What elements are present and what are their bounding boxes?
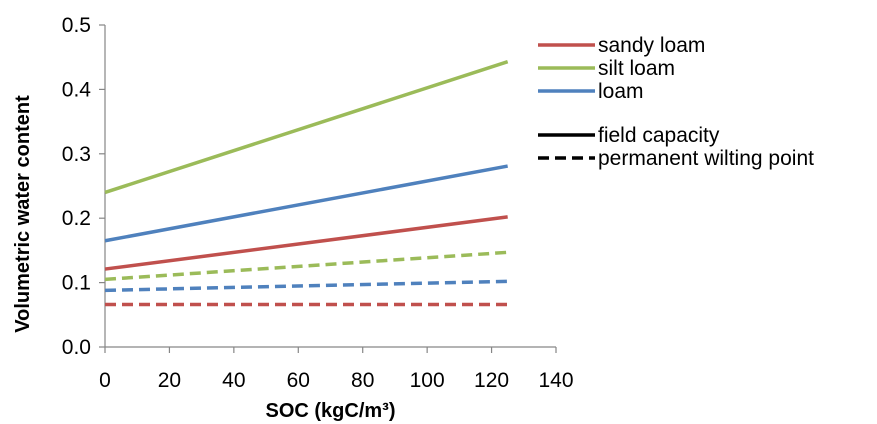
y-axis-title: Volumetric water content	[12, 95, 34, 333]
x-tick-label: 140	[538, 369, 573, 392]
x-axis-title: SOC (kgC/m³)	[266, 400, 396, 422]
x-tick-label: 20	[158, 369, 181, 392]
x-tick-label: 0	[99, 369, 111, 392]
y-tick-label: 0.4	[62, 78, 92, 101]
x-tick-label: 100	[410, 369, 445, 392]
series-group	[104, 60, 509, 307]
legend-style-label-0: field capacity	[598, 124, 720, 147]
legend-label-1: silt loam	[598, 57, 675, 80]
series-line-4	[104, 250, 508, 282]
legend-style-label-1: permanent wilting point	[598, 147, 814, 170]
y-tick-label: 0.2	[62, 207, 91, 230]
series-line-5	[104, 279, 508, 293]
y-tick-label: 0.3	[62, 143, 91, 166]
x-tick-label: 80	[351, 369, 374, 392]
x-tick-label: 40	[222, 369, 245, 392]
legend-label-0: sandy loam	[598, 34, 705, 57]
series-line-2	[104, 164, 508, 243]
series-line-0	[104, 215, 508, 271]
x-tick-label: 60	[287, 369, 310, 392]
x-tick-label: 120	[474, 369, 509, 392]
y-tick-label: 0.0	[62, 336, 91, 359]
legend-label-2: loam	[598, 80, 644, 103]
axes: 0.0 0.1 0.2 0.3 0.4 0.5 0 20 40 60 80 100 120 140	[62, 14, 574, 392]
y-tick-label: 0.5	[62, 14, 91, 37]
series-line-1	[104, 60, 509, 195]
y-tick-label: 0.1	[62, 272, 91, 295]
